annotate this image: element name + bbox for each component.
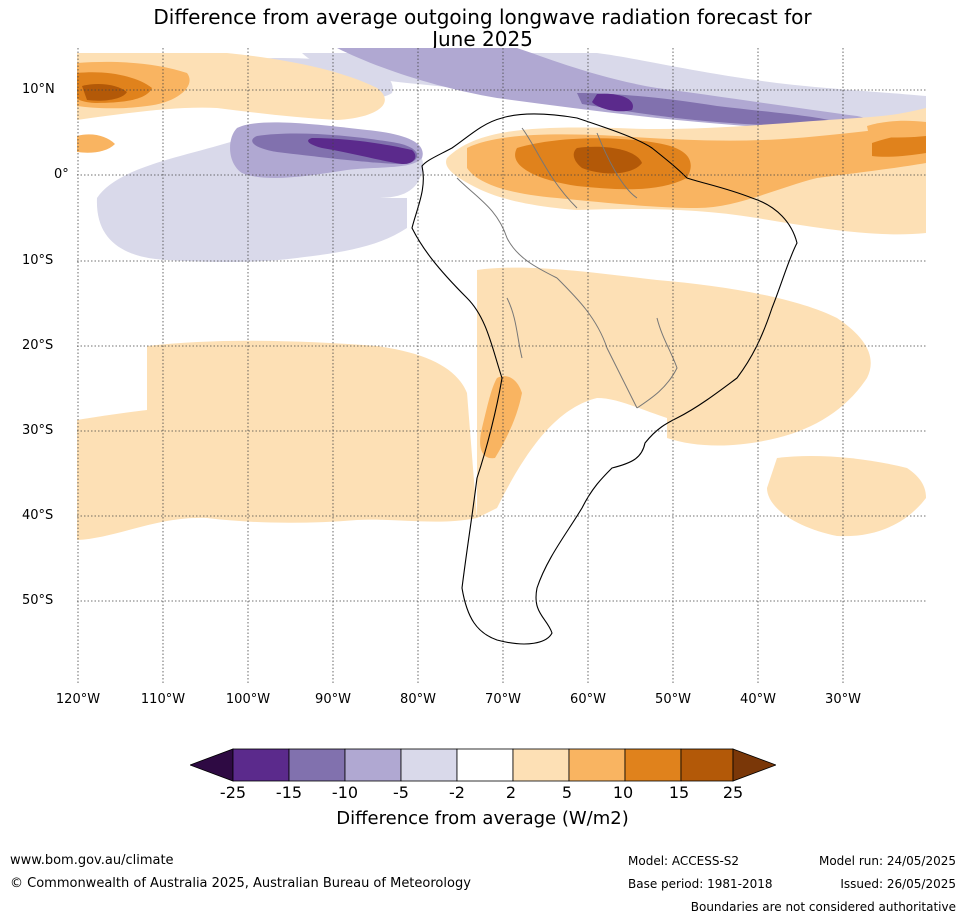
colorbar-extend-low bbox=[190, 748, 234, 782]
colorbar-tick-neg10: -10 bbox=[331, 783, 359, 802]
anomaly-region-purple-deepest bbox=[308, 138, 416, 164]
colorbar-tick-15: 15 bbox=[668, 783, 690, 802]
south-america-coastline bbox=[411, 113, 798, 645]
country-borders bbox=[456, 127, 678, 409]
anomaly-region-south-pacific-orange bbox=[77, 340, 477, 540]
colorbar-tick-neg15: -15 bbox=[275, 783, 303, 802]
anomaly-region-atlantic-patch-orange bbox=[867, 120, 926, 138]
lat-label-20s: 20°S bbox=[22, 338, 54, 353]
lon-label-30w: 30°W bbox=[825, 692, 861, 707]
lon-label-120w: 120°W bbox=[55, 692, 101, 707]
anomaly-region-atlantic-orange bbox=[872, 133, 926, 157]
anomaly-region-epac-orange-deep bbox=[82, 84, 127, 101]
lat-label-0: 0° bbox=[54, 167, 69, 182]
colorbar-bin-neg25-15 bbox=[232, 748, 290, 782]
lat-label-50s: 50°S bbox=[22, 593, 54, 608]
colorbar-bin-5-10 bbox=[568, 748, 626, 782]
colorbar-bin-2-5 bbox=[512, 748, 570, 782]
gridlines bbox=[77, 48, 926, 685]
lon-label-70w: 70°W bbox=[485, 692, 521, 707]
footer-issued: Issued: 26/05/2025 bbox=[840, 877, 956, 891]
lat-label-40s: 40°S bbox=[22, 508, 54, 523]
lat-label-10s: 10°S bbox=[22, 253, 54, 268]
footer-disclaimer: Boundaries are not considered authoritat… bbox=[690, 900, 956, 914]
colorbar-tick-neg25: -25 bbox=[219, 783, 247, 802]
colorbar-bin-neg2-2 bbox=[456, 748, 514, 782]
anomaly-region-epac-orange-west bbox=[77, 134, 115, 153]
lon-label-90w: 90°W bbox=[315, 692, 351, 707]
border-line bbox=[636, 317, 678, 409]
map-title-line2: June 2025 bbox=[432, 27, 533, 51]
footer-model-run: Model run: 24/05/2025 bbox=[818, 854, 956, 868]
olr-anomaly-map bbox=[77, 48, 926, 685]
lon-label-100w: 100°W bbox=[225, 692, 271, 707]
colorbar-title: Difference from average (W/m2) bbox=[336, 808, 629, 829]
footer-base-period: Base period: 1981-2018 bbox=[628, 877, 773, 891]
lon-label-110w: 110°W bbox=[140, 692, 186, 707]
colorbar-bin-neg5-2 bbox=[400, 748, 458, 782]
map-title-line1: Difference from average outgoing longwav… bbox=[153, 5, 812, 29]
border-line bbox=[521, 127, 578, 209]
colorbar-bin-10-15 bbox=[624, 748, 682, 782]
border-line bbox=[556, 277, 638, 409]
colorbar-tick-10: 10 bbox=[612, 783, 634, 802]
colorbar-tick-5: 5 bbox=[561, 783, 573, 802]
anomaly-shading bbox=[77, 48, 926, 540]
colorbar-tick-2: 2 bbox=[505, 783, 517, 802]
anomaly-region-south-america-orange bbox=[477, 267, 871, 518]
anomaly-region-caribbean-purple-deep bbox=[592, 93, 633, 112]
footer-copyright: © Commonwealth of Australia 2025, Austra… bbox=[10, 876, 471, 891]
anomaly-region-orange-deep bbox=[573, 146, 642, 174]
lon-label-60w: 60°W bbox=[570, 692, 606, 707]
border-line bbox=[506, 297, 523, 359]
colorbar-extend-high bbox=[732, 748, 776, 782]
lat-label-30s: 30°S bbox=[22, 423, 54, 438]
lat-label-10n: 10°N bbox=[22, 82, 55, 97]
colorbar-tick-neg2: -2 bbox=[449, 783, 465, 802]
colorbar bbox=[190, 748, 776, 782]
border-line bbox=[596, 132, 638, 199]
border-line bbox=[456, 177, 558, 279]
lon-label-50w: 50°W bbox=[655, 692, 691, 707]
colorbar-bin-15-25 bbox=[680, 748, 734, 782]
colorbar-bin-neg10-5 bbox=[344, 748, 402, 782]
footer-url: www.bom.gov.au/climate bbox=[10, 853, 174, 868]
lon-label-40w: 40°W bbox=[740, 692, 776, 707]
colorbar-tick-25: 25 bbox=[722, 783, 744, 802]
coastlines bbox=[411, 113, 798, 645]
colorbar-bin-neg15-10 bbox=[288, 748, 346, 782]
anomaly-region-caribbean-purple-dark bbox=[577, 93, 837, 126]
lon-label-80w: 80°W bbox=[400, 692, 436, 707]
anomaly-region-atlantic-south-orange bbox=[767, 456, 926, 537]
colorbar-tick-neg5: -5 bbox=[393, 783, 409, 802]
footer-model: Model: ACCESS-S2 bbox=[628, 854, 740, 868]
anomaly-region-andes-orange bbox=[480, 376, 522, 459]
